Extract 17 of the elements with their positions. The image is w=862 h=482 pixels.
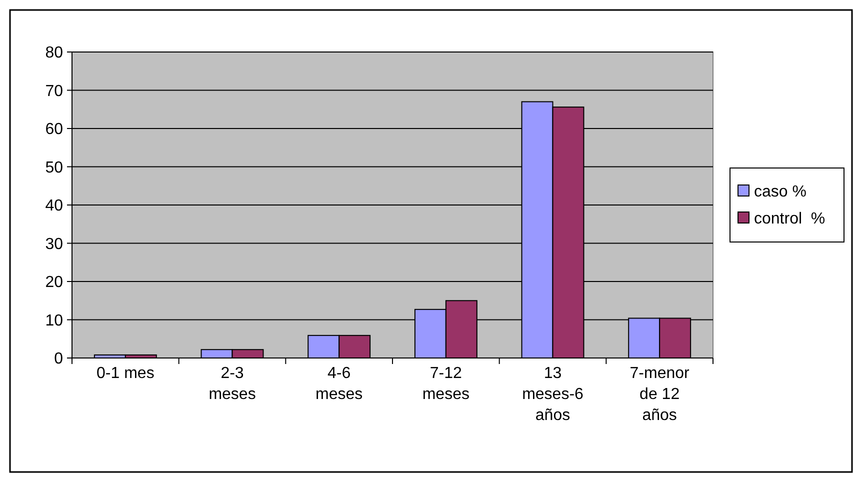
y-tick-label: 40 [45, 198, 64, 215]
y-tick-label: 80 [45, 44, 64, 62]
x-tick-label: 13 meses-6 años [522, 365, 584, 424]
x-tick-label: 4-6 meses [316, 365, 363, 403]
x-tick-label: 0-1 mes [96, 365, 154, 382]
x-tick-label: 2-3 meses [208, 365, 256, 403]
x-tick-label: 7-menor de 12 años [630, 365, 690, 424]
y-tick-label: 60 [45, 121, 64, 138]
y-tick-label: 50 [45, 159, 64, 176]
y-tick-label: 10 [45, 312, 64, 330]
legend-label: control % [754, 210, 826, 228]
y-tick-label: 30 [45, 236, 64, 253]
x-tick-label: 7-12 meses [422, 365, 470, 403]
y-tick-label: 0 [54, 350, 64, 368]
y-tick-label: 70 [45, 82, 64, 100]
y-tick-label: 20 [45, 274, 64, 292]
legend-label: caso % [754, 184, 806, 201]
